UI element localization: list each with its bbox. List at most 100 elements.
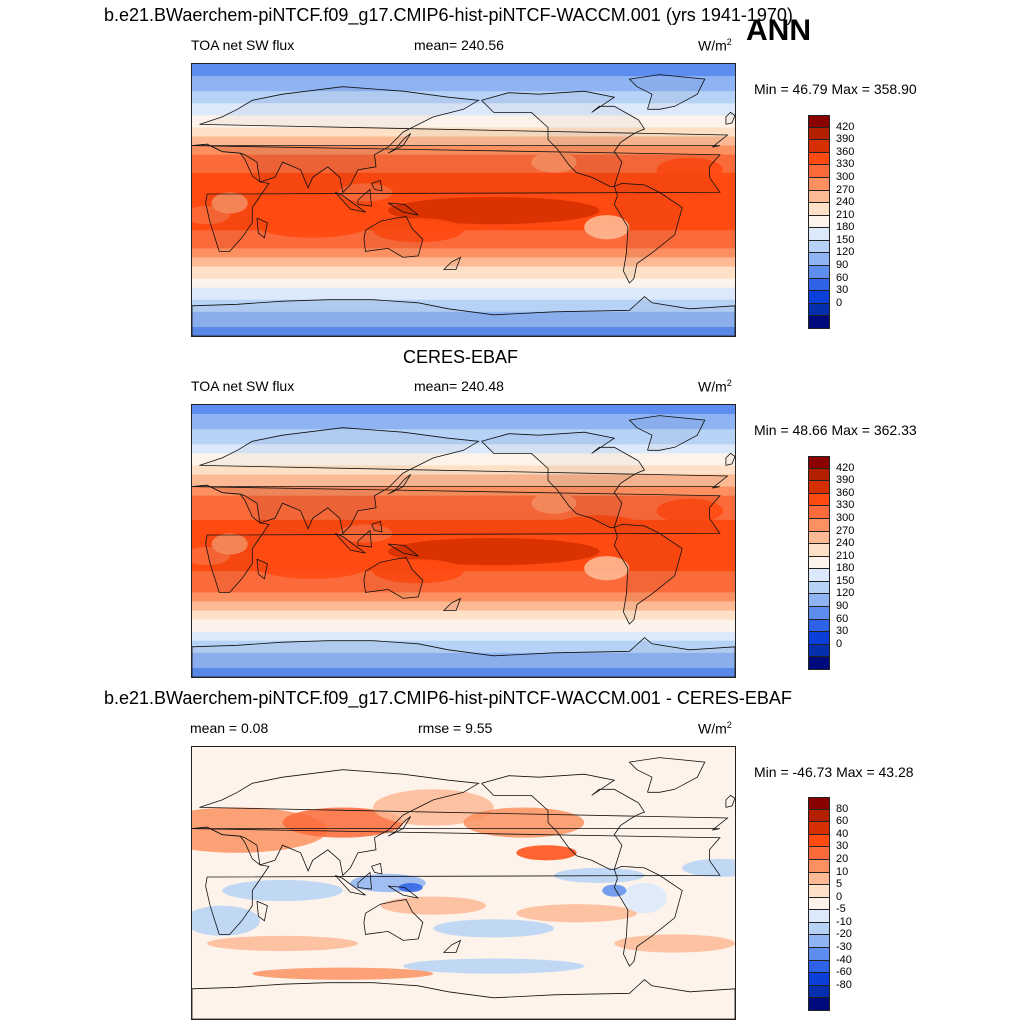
contour-band xyxy=(192,607,735,612)
colorbar-tick-label: 330 xyxy=(836,158,855,171)
contour-feature xyxy=(516,904,637,923)
colorbar-swatch xyxy=(808,190,830,204)
contour-band xyxy=(192,637,735,642)
contour-band xyxy=(192,501,735,506)
contour-band xyxy=(192,281,735,286)
colorbar-swatch xyxy=(808,935,830,949)
colorbar-tick-label: 120 xyxy=(836,246,855,259)
contour-band xyxy=(192,112,735,116)
contour-band xyxy=(192,163,735,168)
contour-band xyxy=(192,474,735,479)
contour-band xyxy=(192,435,735,439)
contour-band xyxy=(192,230,735,234)
colorbar-swatch xyxy=(808,278,830,292)
contour-band xyxy=(192,661,735,666)
contour-band xyxy=(192,673,735,677)
contour-band xyxy=(192,507,735,512)
contour-band xyxy=(192,652,735,657)
panel-2-minmax: Min = 48.66 Max = 362.33 xyxy=(754,422,917,438)
contour-feature xyxy=(561,174,637,190)
contour-feature xyxy=(602,884,627,897)
contour-band xyxy=(192,480,735,485)
contour-band xyxy=(192,314,735,319)
colorbar-tick-label: 30 xyxy=(836,840,849,853)
colorbar-swatch xyxy=(808,872,830,886)
colorbar-tick-label: 390 xyxy=(836,133,855,146)
contour-band xyxy=(192,311,735,316)
coastline xyxy=(371,520,383,533)
panel-1-minmax: Min = 46.79 Max = 358.90 xyxy=(754,81,917,97)
colorbar-tick-label: 60 xyxy=(836,815,849,828)
coastline xyxy=(363,216,424,258)
colorbar-tick-label: 60 xyxy=(836,612,849,625)
contour-band xyxy=(192,613,735,618)
contour-band xyxy=(192,534,735,539)
contour-band xyxy=(192,94,735,98)
panel-1-units: W/m2 xyxy=(698,37,732,54)
panel-2-units: W/m2 xyxy=(698,378,732,395)
colorbar-frame xyxy=(808,115,830,329)
panel-3-rmse-label: rmse = 9.55 xyxy=(418,720,493,736)
coastline xyxy=(192,484,721,593)
panel-2-title: CERES-EBAF xyxy=(403,347,519,367)
contour-band xyxy=(192,302,735,307)
colorbar-tick-label: 80 xyxy=(836,802,849,815)
colorbar-swatch xyxy=(808,569,830,582)
colorbar-tick-label: -5 xyxy=(836,903,846,916)
contour-feature xyxy=(388,537,600,566)
colorbar-tick-label: 90 xyxy=(836,600,849,613)
coastline xyxy=(481,90,646,187)
contour-band xyxy=(192,154,735,159)
coastline xyxy=(442,597,462,611)
contour-band xyxy=(192,574,735,578)
colorbar-swatch xyxy=(808,607,830,620)
contour-band xyxy=(192,118,735,122)
coastline xyxy=(387,202,419,216)
coastline xyxy=(387,543,419,557)
contour-band xyxy=(192,257,735,261)
contour-band xyxy=(192,193,735,198)
contour-band xyxy=(192,447,735,451)
contour-band xyxy=(192,326,735,331)
model-field xyxy=(192,64,735,336)
colorbar-swatch xyxy=(808,140,830,153)
colorbar-tick-label: 150 xyxy=(836,233,855,246)
coastline xyxy=(363,557,424,599)
contour-band xyxy=(192,85,735,89)
contour-band xyxy=(192,516,735,521)
contour-band xyxy=(192,166,735,171)
contour-band xyxy=(192,456,735,460)
contour-band xyxy=(192,628,735,633)
colorbar-tick-label: 30 xyxy=(836,625,849,638)
panel-3-minmax: Min = -46.73 Max = 43.28 xyxy=(754,764,914,780)
colorbar-swatch xyxy=(808,632,830,645)
contour-band xyxy=(192,577,735,581)
colorbar-tick-label: 330 xyxy=(836,499,855,512)
contour-band xyxy=(192,130,735,135)
contour-feature xyxy=(398,883,423,893)
coastline xyxy=(192,296,735,336)
colorbar-swatch xyxy=(808,165,830,178)
colorbar-swatch xyxy=(808,228,830,241)
coastline xyxy=(481,431,646,528)
contour-band xyxy=(192,664,735,669)
colorbar-swatch xyxy=(808,203,830,216)
contour-band xyxy=(192,320,735,325)
contour-feature xyxy=(207,935,358,951)
contour-band xyxy=(192,263,735,267)
colorbar-tick-label: 240 xyxy=(836,196,855,209)
contour-band xyxy=(192,115,735,119)
contour-feature xyxy=(211,192,248,214)
contour-band xyxy=(192,492,735,497)
coastline xyxy=(613,865,683,967)
coastline xyxy=(628,415,706,451)
colorbar-swatch xyxy=(808,215,830,229)
contour-feature xyxy=(516,845,577,861)
colorbar-tick-label: 120 xyxy=(836,587,855,600)
coastline xyxy=(192,143,721,252)
contour-feature xyxy=(222,879,343,902)
colorbar-tick-label: -30 xyxy=(836,941,852,954)
contour-feature xyxy=(531,492,577,514)
contour-band xyxy=(192,583,735,587)
contour-band xyxy=(192,299,735,304)
